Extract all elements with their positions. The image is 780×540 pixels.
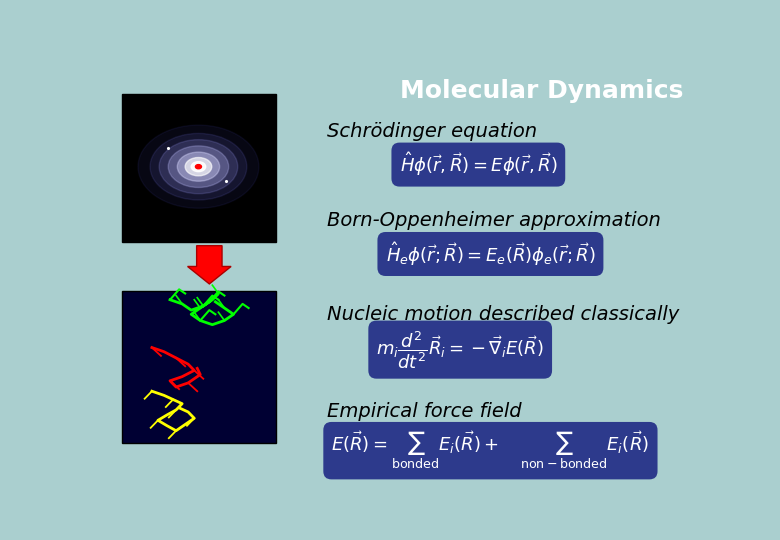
Circle shape bbox=[196, 165, 201, 168]
Circle shape bbox=[185, 158, 211, 176]
Text: Molecular Dynamics: Molecular Dynamics bbox=[400, 79, 684, 103]
Text: Born-Oppenheimer approximation: Born-Oppenheimer approximation bbox=[328, 211, 661, 230]
FancyArrow shape bbox=[187, 246, 231, 284]
Text: $E(\vec{R}) = \sum_{\mathrm{bonded}} E_i(\vec{R}) +\quad \sum_{\mathrm{non-bonde: $E(\vec{R}) = \sum_{\mathrm{bonded}} E_i… bbox=[332, 430, 650, 471]
Text: $m_i\dfrac{d^2}{dt^2}\vec{R}_i = -\vec{\nabla}_i E(\vec{R})$: $m_i\dfrac{d^2}{dt^2}\vec{R}_i = -\vec{\… bbox=[377, 329, 544, 370]
FancyBboxPatch shape bbox=[122, 292, 276, 443]
Circle shape bbox=[159, 140, 238, 194]
Text: Schrödinger equation: Schrödinger equation bbox=[328, 122, 537, 141]
Circle shape bbox=[150, 133, 246, 200]
FancyBboxPatch shape bbox=[122, 94, 276, 241]
Text: $\hat{H}_e\phi(\vec{r};\vec{R}) = E_e(\vec{R})\phi_e(\vec{r};\vec{R})$: $\hat{H}_e\phi(\vec{r};\vec{R}) = E_e(\v… bbox=[385, 240, 595, 268]
Circle shape bbox=[177, 152, 220, 181]
Text: $\hat{H}\phi(\vec{r},\vec{R}) = E\phi(\vec{r},\vec{R})$: $\hat{H}\phi(\vec{r},\vec{R}) = E\phi(\v… bbox=[399, 151, 557, 179]
Circle shape bbox=[191, 161, 206, 172]
Text: Empirical force field: Empirical force field bbox=[328, 402, 522, 422]
Text: Nucleic motion described classically: Nucleic motion described classically bbox=[328, 305, 679, 324]
Circle shape bbox=[138, 125, 259, 208]
Circle shape bbox=[168, 146, 229, 187]
